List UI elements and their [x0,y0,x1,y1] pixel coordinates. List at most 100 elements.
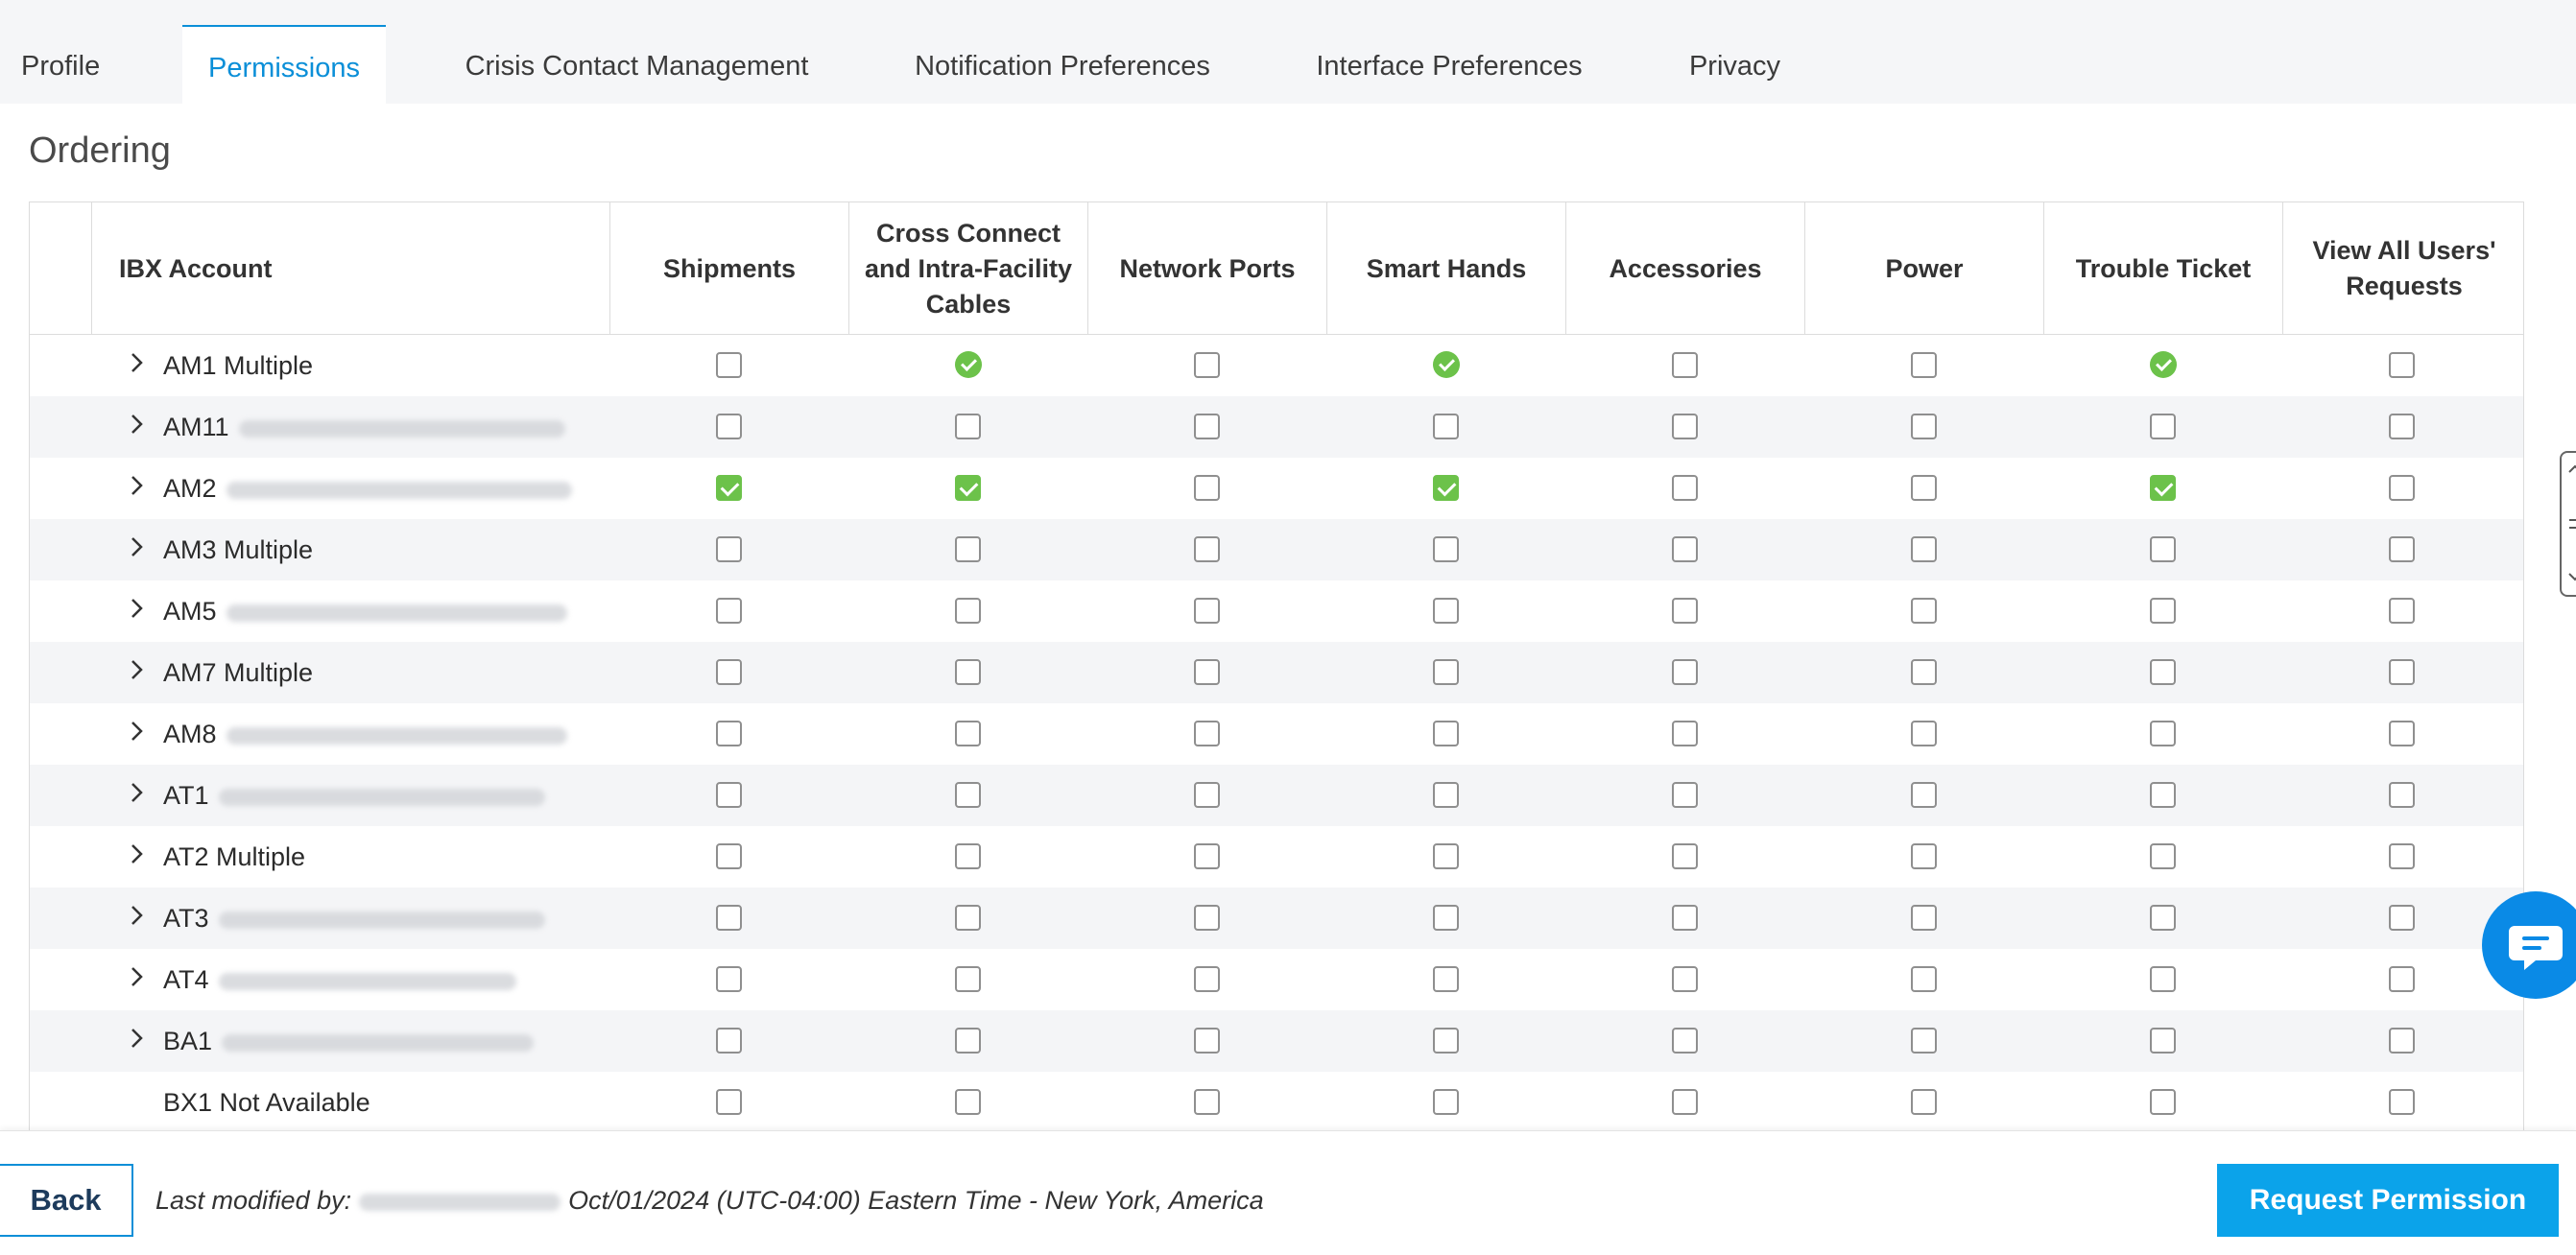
permission-checkbox-power[interactable] [1911,414,1937,439]
permission-checkbox-network-ports[interactable] [1194,1028,1220,1054]
tab-notification-preferences[interactable]: Notification Preferences [915,51,1210,82]
permission-checkbox-shipments[interactable] [716,905,742,931]
permission-checkbox-view-all-users-requests[interactable] [2389,721,2415,746]
permission-checkbox-shipments[interactable] [716,782,742,808]
permission-checkbox-smart-hands[interactable] [1433,721,1459,746]
permission-checkbox-network-ports[interactable] [1194,1089,1220,1115]
permission-checkbox-power[interactable] [1911,659,1937,685]
permission-checkbox-view-all-users-requests[interactable] [2389,598,2415,624]
permission-checkbox-trouble-ticket[interactable] [2150,659,2176,685]
permission-checkbox-view-all-users-requests[interactable] [2389,536,2415,562]
permission-checkbox-cross-connect[interactable] [955,475,981,501]
permission-checkbox-smart-hands[interactable] [1433,905,1459,931]
permission-checkbox-network-ports[interactable] [1194,659,1220,685]
permission-checkbox-smart-hands[interactable] [1433,659,1459,685]
permission-checkbox-trouble-ticket[interactable] [2150,843,2176,869]
permission-checkbox-shipments[interactable] [716,536,742,562]
permission-checkbox-cross-connect[interactable] [955,782,981,808]
permission-checkbox-smart-hands[interactable] [1433,843,1459,869]
permission-checkbox-accessories[interactable] [1672,1028,1698,1054]
permission-checkbox-accessories[interactable] [1672,352,1698,378]
permission-checkbox-view-all-users-requests[interactable] [2389,782,2415,808]
permission-checkbox-trouble-ticket[interactable] [2150,475,2176,501]
permission-checkbox-power[interactable] [1911,966,1937,992]
permission-checkbox-cross-connect[interactable] [955,721,981,746]
permission-checkbox-power[interactable] [1911,536,1937,562]
request-permission-button[interactable]: Request Permission [2217,1164,2559,1237]
permission-checkbox-smart-hands[interactable] [1433,782,1459,808]
permission-checkbox-view-all-users-requests[interactable] [2389,905,2415,931]
permission-checkbox-accessories[interactable] [1672,475,1698,501]
permission-checkbox-trouble-ticket[interactable] [2150,905,2176,931]
permission-checkbox-smart-hands[interactable] [1433,966,1459,992]
permission-checkbox-smart-hands[interactable] [1433,475,1459,501]
back-button[interactable]: Back [0,1164,133,1237]
side-panel-handle[interactable] [2560,451,2576,597]
chevron-right-icon[interactable] [122,778,151,807]
permission-checkbox-shipments[interactable] [716,352,742,378]
permission-checkbox-accessories[interactable] [1672,414,1698,439]
chevron-right-icon[interactable] [122,655,151,684]
permission-checkbox-trouble-ticket[interactable] [2150,414,2176,439]
permission-checkbox-shipments[interactable] [716,1089,742,1115]
chevron-right-icon[interactable] [122,840,151,868]
permission-checkbox-network-ports[interactable] [1194,843,1220,869]
permission-checkbox-power[interactable] [1911,782,1937,808]
permission-checkbox-power[interactable] [1911,1028,1937,1054]
tab-privacy[interactable]: Privacy [1688,51,1781,82]
permission-checkbox-accessories[interactable] [1672,1089,1698,1115]
permission-checkbox-accessories[interactable] [1672,536,1698,562]
permission-checkbox-smart-hands[interactable] [1433,1089,1459,1115]
chevron-right-icon[interactable] [122,410,151,438]
permission-checkbox-power[interactable] [1911,352,1937,378]
permission-granted-icon-smart-hands[interactable] [1433,351,1460,378]
chat-button[interactable] [2482,891,2576,999]
permission-checkbox-network-ports[interactable] [1194,598,1220,624]
permission-checkbox-shipments[interactable] [716,659,742,685]
chevron-right-icon[interactable] [122,901,151,930]
permission-granted-icon-cross-connect[interactable] [955,351,982,378]
permission-checkbox-power[interactable] [1911,598,1937,624]
permission-checkbox-accessories[interactable] [1672,598,1698,624]
permission-checkbox-view-all-users-requests[interactable] [2389,1028,2415,1054]
permission-checkbox-trouble-ticket[interactable] [2150,721,2176,746]
chevron-right-icon[interactable] [122,717,151,746]
permission-checkbox-network-ports[interactable] [1194,721,1220,746]
permission-checkbox-network-ports[interactable] [1194,352,1220,378]
permission-checkbox-power[interactable] [1911,721,1937,746]
permission-checkbox-cross-connect[interactable] [955,905,981,931]
permission-checkbox-view-all-users-requests[interactable] [2389,966,2415,992]
permission-checkbox-view-all-users-requests[interactable] [2389,659,2415,685]
permission-checkbox-trouble-ticket[interactable] [2150,966,2176,992]
permission-checkbox-cross-connect[interactable] [955,1089,981,1115]
permission-checkbox-network-ports[interactable] [1194,414,1220,439]
permission-checkbox-shipments[interactable] [716,598,742,624]
chevron-right-icon[interactable] [122,594,151,623]
permission-checkbox-shipments[interactable] [716,414,742,439]
permission-checkbox-shipments[interactable] [716,1028,742,1054]
permission-checkbox-smart-hands[interactable] [1433,414,1459,439]
permission-checkbox-view-all-users-requests[interactable] [2389,1089,2415,1115]
permission-checkbox-accessories[interactable] [1672,905,1698,931]
permission-checkbox-cross-connect[interactable] [955,414,981,439]
permission-checkbox-power[interactable] [1911,905,1937,931]
permission-checkbox-view-all-users-requests[interactable] [2389,414,2415,439]
permission-checkbox-accessories[interactable] [1672,721,1698,746]
chevron-right-icon[interactable] [122,1024,151,1053]
chevron-right-icon[interactable] [122,962,151,991]
permission-checkbox-shipments[interactable] [716,721,742,746]
permission-checkbox-accessories[interactable] [1672,966,1698,992]
permission-checkbox-smart-hands[interactable] [1433,598,1459,624]
tab-interface-preferences[interactable]: Interface Preferences [1316,51,1583,82]
permission-checkbox-cross-connect[interactable] [955,536,981,562]
permission-checkbox-smart-hands[interactable] [1433,1028,1459,1054]
permission-checkbox-trouble-ticket[interactable] [2150,536,2176,562]
permission-checkbox-accessories[interactable] [1672,782,1698,808]
permission-checkbox-power[interactable] [1911,475,1937,501]
permission-checkbox-accessories[interactable] [1672,659,1698,685]
permission-checkbox-view-all-users-requests[interactable] [2389,843,2415,869]
chevron-right-icon[interactable] [122,533,151,561]
tab-permissions[interactable]: Permissions [182,25,386,104]
chevron-right-icon[interactable] [122,471,151,500]
permission-checkbox-shipments[interactable] [716,843,742,869]
